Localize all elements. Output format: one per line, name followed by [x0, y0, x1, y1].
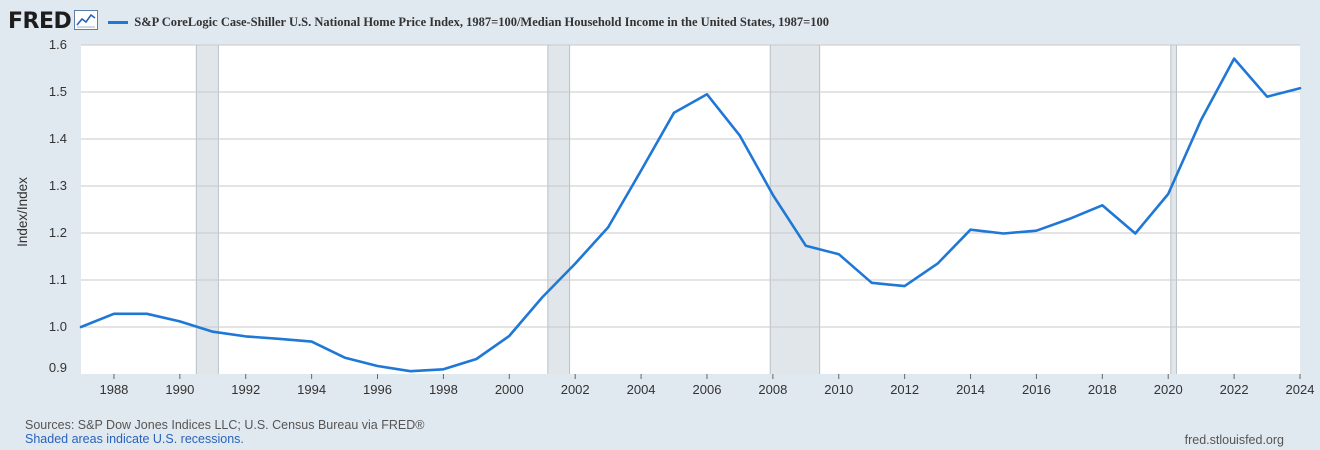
y-tick-label: 0.9	[49, 360, 67, 375]
recession-band	[196, 45, 219, 374]
plot-area	[81, 45, 1300, 374]
x-tick-label: 2016	[1022, 382, 1051, 397]
legend-swatch	[108, 20, 129, 24]
recession-bands	[195, 45, 1177, 374]
recession-band	[547, 45, 570, 374]
x-tick-label: 2012	[890, 382, 919, 397]
x-tick-label: 1996	[363, 382, 392, 397]
x-tick-label: 2006	[693, 382, 722, 397]
x-tick-label: 1988	[99, 382, 128, 397]
y-tick-label: 1.5	[49, 84, 67, 99]
x-axis-ticks: 1988 1990 1992 1994 1996 1998 2000 2002 2004 2006…	[99, 374, 1314, 397]
x-tick-label: 2004	[627, 382, 656, 397]
series-line	[79, 57, 1302, 373]
x-tick-label: 2020	[1154, 382, 1183, 397]
x-tick-label: 2018	[1088, 382, 1117, 397]
chart-canvas: 0.9 1.0 1.1 1.2 1.3 1.4 1.5 1.6 1988 1990 1992 199…	[15, 37, 1314, 397]
y-tick-label: 1.1	[49, 272, 67, 287]
y-tick-label: 1.4	[49, 131, 67, 146]
grid-lines	[81, 44, 1300, 328]
line-chart-icon	[74, 9, 99, 35]
y-tick-label: 1.6	[49, 37, 67, 52]
x-tick-label: 2022	[1220, 382, 1249, 397]
x-tick-label: 2000	[495, 382, 524, 397]
x-tick-label: 1998	[429, 382, 458, 397]
recession-band	[1170, 45, 1177, 374]
x-tick-label: 2008	[758, 382, 787, 397]
x-tick-label: 1990	[165, 382, 194, 397]
chart-header: FRED S&P CoreLogic Case-Shiller U.S. Nat…	[8, 6, 829, 36]
fred-logo[interactable]: FRED	[8, 8, 72, 34]
sources-note: Sources: S&P Dow Jones Indices LLC; U.S.…	[25, 418, 425, 432]
x-tick-label: 1992	[231, 382, 260, 397]
x-tick-label: 2010	[824, 382, 853, 397]
y-tick-label: 1.3	[49, 178, 67, 193]
recession-note: Shaded areas indicate U.S. recessions.	[25, 432, 244, 446]
chart-legend: S&P CoreLogic Case-Shiller U.S. National…	[108, 15, 829, 30]
x-tick-label: 2014	[956, 382, 985, 397]
x-tick-label: 1994	[297, 382, 326, 397]
series-lines	[79, 57, 1302, 373]
y-axis-label: Index/Index	[15, 177, 30, 247]
recession-band	[770, 45, 820, 374]
y-tick-label: 1.0	[49, 319, 67, 334]
x-tick-label: 2024	[1286, 382, 1315, 397]
site-credit[interactable]: fred.stlouisfed.org	[1184, 433, 1284, 447]
legend-label: S&P CoreLogic Case-Shiller U.S. National…	[134, 14, 829, 29]
y-axis-ticks: 0.9 1.0 1.1 1.2 1.3 1.4 1.5 1.6	[49, 37, 67, 375]
y-tick-label: 1.2	[49, 225, 67, 240]
chart-footer: Sources: S&P Dow Jones Indices LLC; U.S.…	[25, 418, 424, 446]
x-tick-label: 2002	[561, 382, 590, 397]
